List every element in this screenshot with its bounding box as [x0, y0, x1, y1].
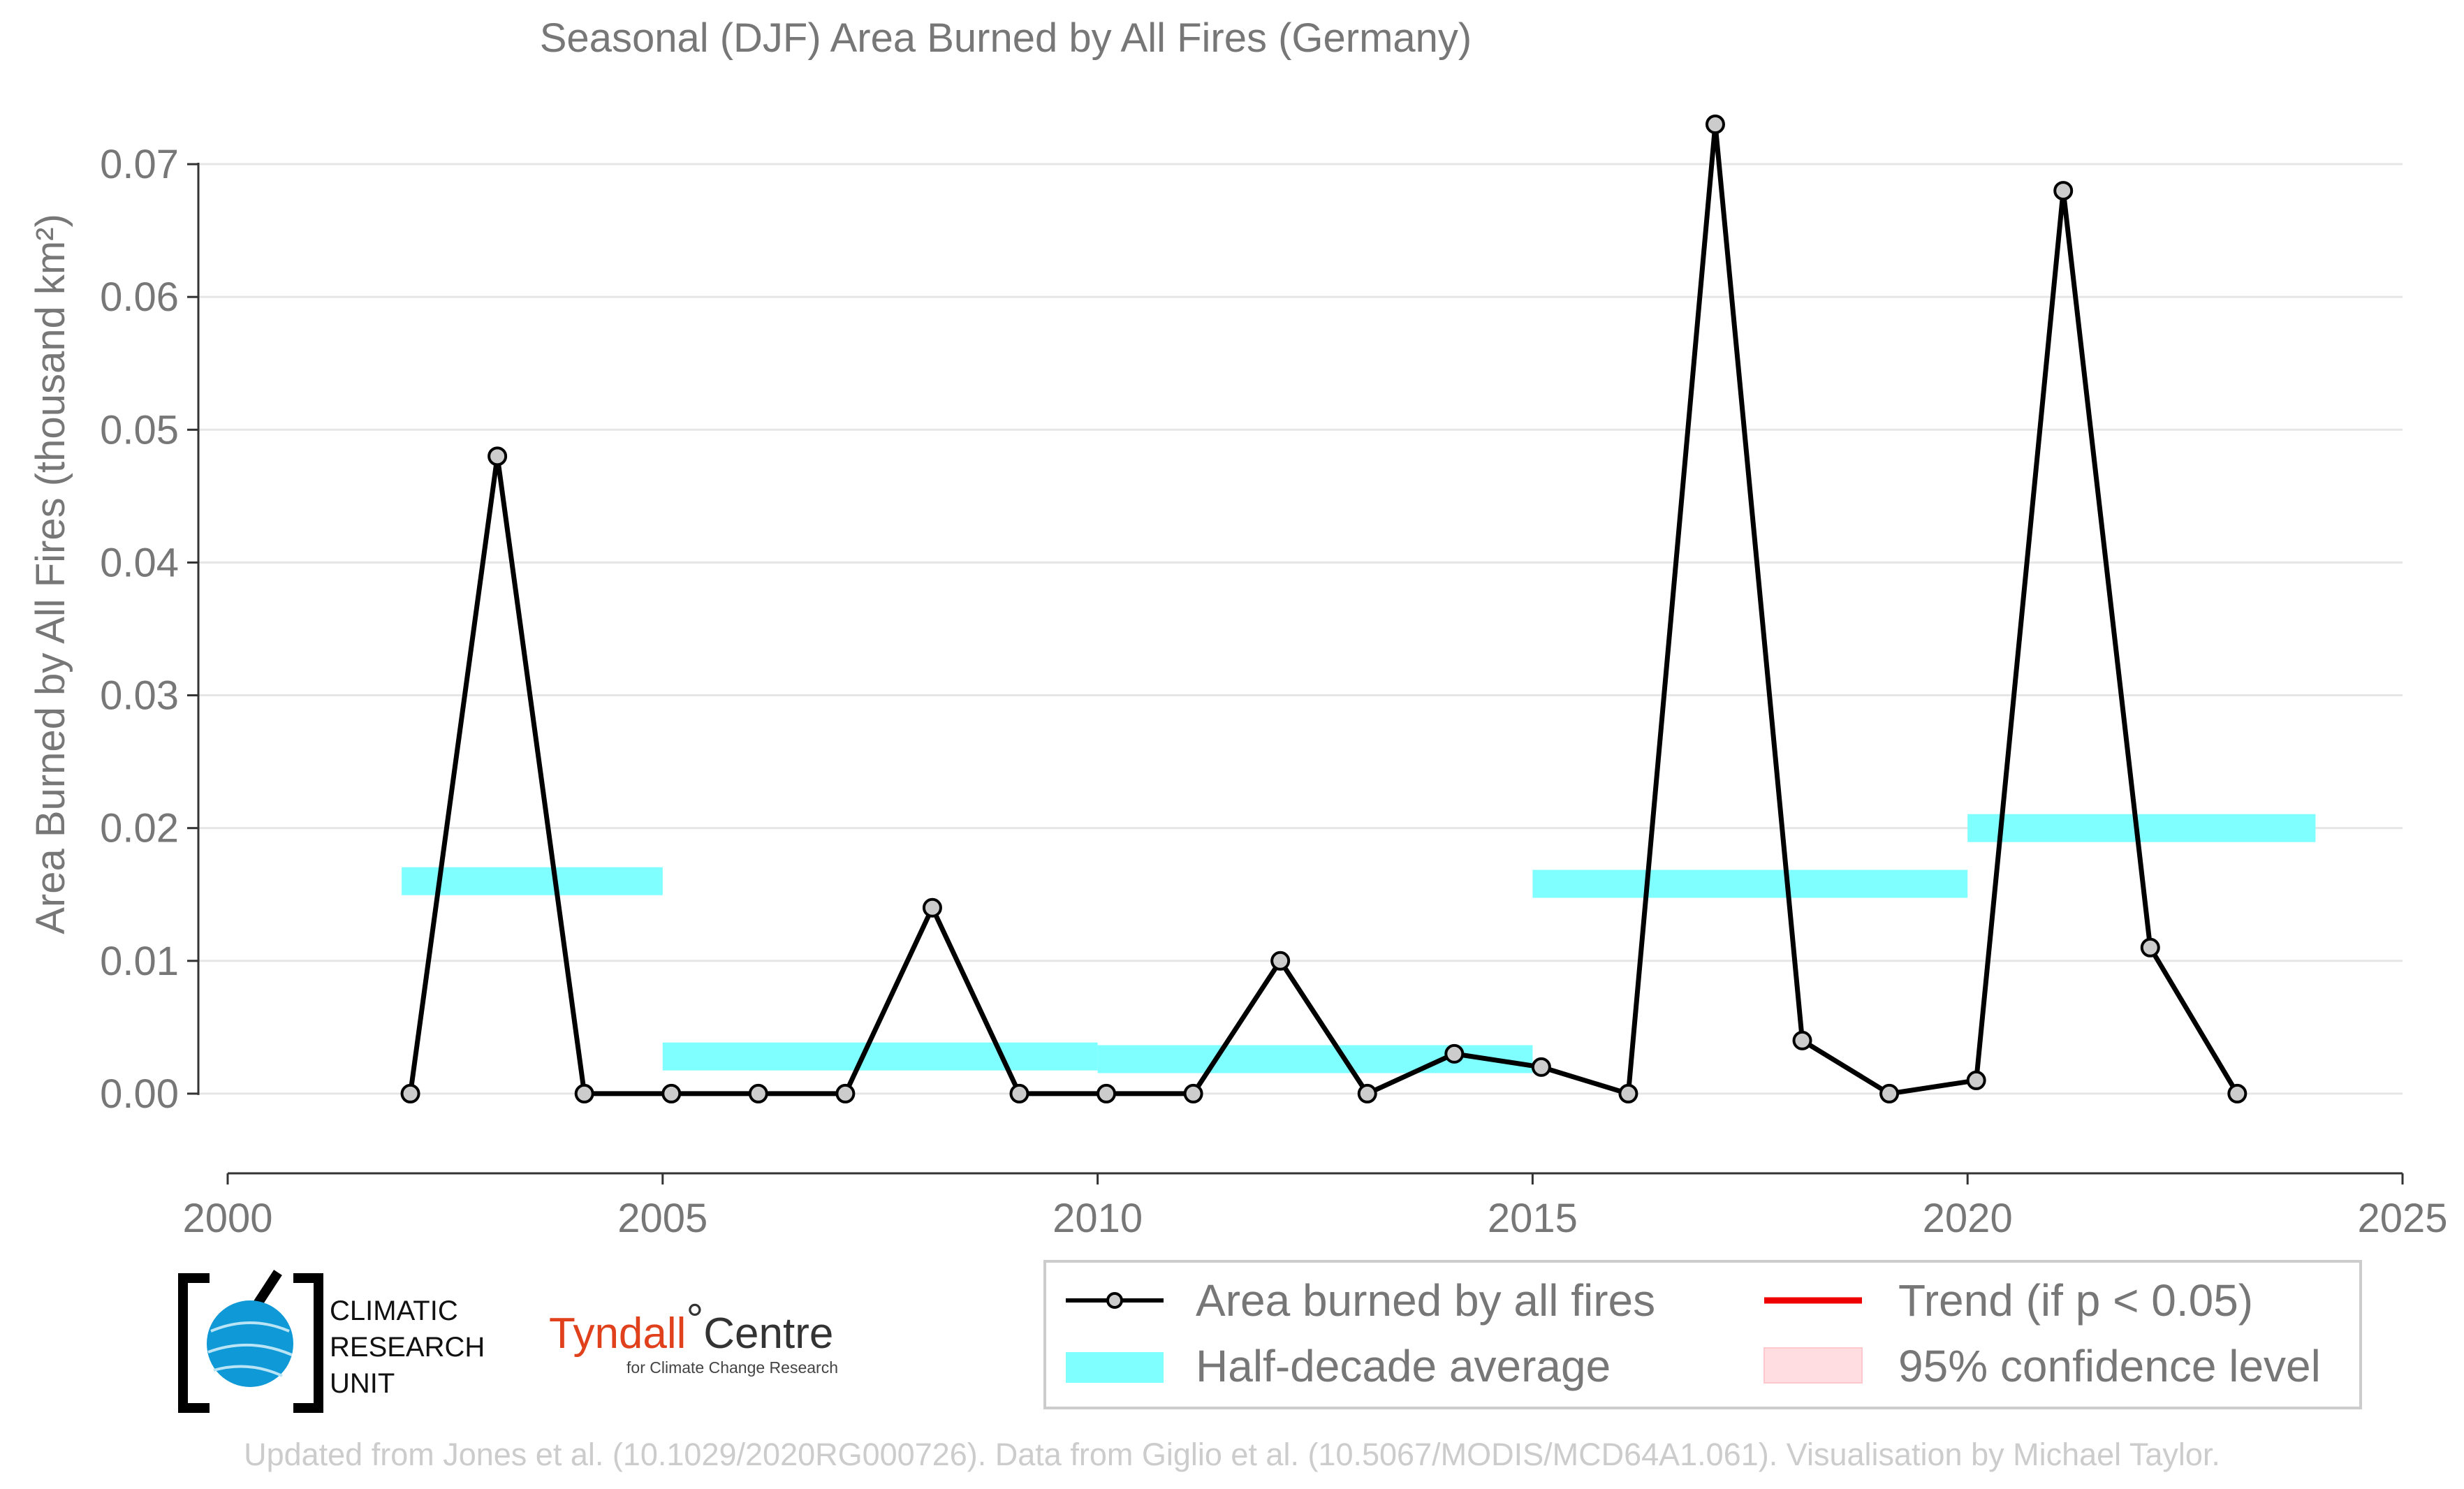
legend: Area burned by all fires Trend (if p < 0… — [1043, 1260, 2362, 1409]
legend-label-area-burned: Area burned by all fires — [1196, 1275, 1655, 1326]
data-point — [1966, 1070, 1986, 1090]
cru-bracket-right-icon — [293, 1273, 323, 1413]
data-point — [1097, 1083, 1117, 1103]
legend-band-icon — [1066, 1352, 1164, 1383]
footer-credits: Updated from Jones et al. (10.1029/2020R… — [244, 1437, 2220, 1472]
y-axis: 0.00 0.01 0.02 0.03 0.04 0.05 0.06 0.07 — [100, 142, 200, 1117]
y-tick-label: 0.03 — [100, 673, 179, 719]
data-point — [1357, 1083, 1377, 1103]
half-decade-band — [1532, 870, 1968, 898]
x-tick-label: 2015 — [1488, 1196, 1578, 1241]
y-tick-label: 0.00 — [100, 1071, 179, 1117]
data-point — [400, 1083, 420, 1103]
data-point — [1618, 1083, 1638, 1103]
series-area-burned — [400, 115, 2247, 1103]
x-tick-label: 2020 — [1923, 1196, 2013, 1241]
half-decade-band — [402, 867, 663, 895]
data-point — [1879, 1083, 1900, 1103]
data-point — [574, 1083, 594, 1103]
grid-lines — [189, 163, 2403, 1095]
y-tick-label: 0.07 — [100, 142, 179, 187]
cru-slash-icon — [253, 1270, 282, 1307]
globe-lines-icon — [207, 1321, 293, 1377]
chart-title: Seasonal (DJF) Area Burned by All Fires … — [540, 15, 1472, 61]
x-tick-label: 2000 — [182, 1196, 272, 1241]
tyndall-logo: Tyndall°Centre for Climate Change Resear… — [549, 1296, 838, 1377]
cru-text-line2: RESEARCH — [330, 1332, 485, 1363]
legend-label-confidence: 95% confidence level — [1898, 1341, 2321, 1391]
half-decade-band — [1097, 1045, 1533, 1073]
data-point — [1444, 1043, 1465, 1064]
legend-label-trend: Trend (if p < 0.05) — [1898, 1275, 2253, 1326]
tyndall-subtitle: for Climate Change Research — [626, 1358, 838, 1377]
tyndall-wordmark: Tyndall°Centre — [549, 1296, 833, 1358]
y-tick-label: 0.02 — [100, 806, 179, 851]
data-point — [835, 1083, 856, 1103]
y-tick-label: 0.04 — [100, 540, 179, 585]
tyndall-degree: ° — [686, 1296, 703, 1344]
cru-logo: CLIMATIC RESEARCH UNIT — [178, 1270, 485, 1413]
y-axis-label: Area Burned by All Fires (thousand km²) — [28, 214, 73, 934]
data-point — [922, 897, 942, 918]
data-point — [748, 1083, 768, 1103]
data-point — [1270, 951, 1291, 971]
data-point — [1531, 1057, 1551, 1077]
data-point — [2140, 937, 2160, 958]
legend-label-half-decade: Half-decade average — [1196, 1341, 1611, 1391]
x-axis: 2000 2005 2010 2015 2020 2025 — [182, 1172, 2448, 1241]
legend-confidence-patch-icon — [1763, 1347, 1863, 1384]
half-decade-average-bands — [402, 814, 2316, 1073]
x-tick-label: 2005 — [617, 1196, 707, 1241]
data-point — [1705, 115, 1725, 135]
cru-text-line1: CLIMATIC — [330, 1296, 458, 1326]
data-point — [2227, 1083, 2247, 1103]
legend-box — [1043, 1260, 2362, 1409]
series-line — [408, 122, 2240, 1096]
x-tick-label: 2025 — [2357, 1196, 2447, 1241]
y-tick-label: 0.01 — [100, 939, 179, 984]
data-point — [2053, 181, 2074, 201]
half-decade-band — [662, 1042, 1098, 1071]
data-point — [1183, 1083, 1203, 1103]
y-tick-label: 0.06 — [100, 274, 179, 320]
data-point — [1009, 1083, 1029, 1103]
half-decade-band — [1967, 814, 2316, 842]
y-tick-label: 0.05 — [100, 407, 179, 453]
cru-text-line3: UNIT — [330, 1368, 395, 1399]
cru-bracket-left-icon — [178, 1273, 210, 1413]
legend-marker-icon — [1106, 1292, 1123, 1309]
data-point — [661, 1083, 682, 1103]
tyndall-part2: Centre — [703, 1310, 833, 1358]
x-tick-label: 2010 — [1053, 1196, 1143, 1241]
data-point — [487, 446, 508, 467]
data-point — [1792, 1030, 1812, 1050]
tyndall-part1: Tyndall — [549, 1310, 686, 1358]
